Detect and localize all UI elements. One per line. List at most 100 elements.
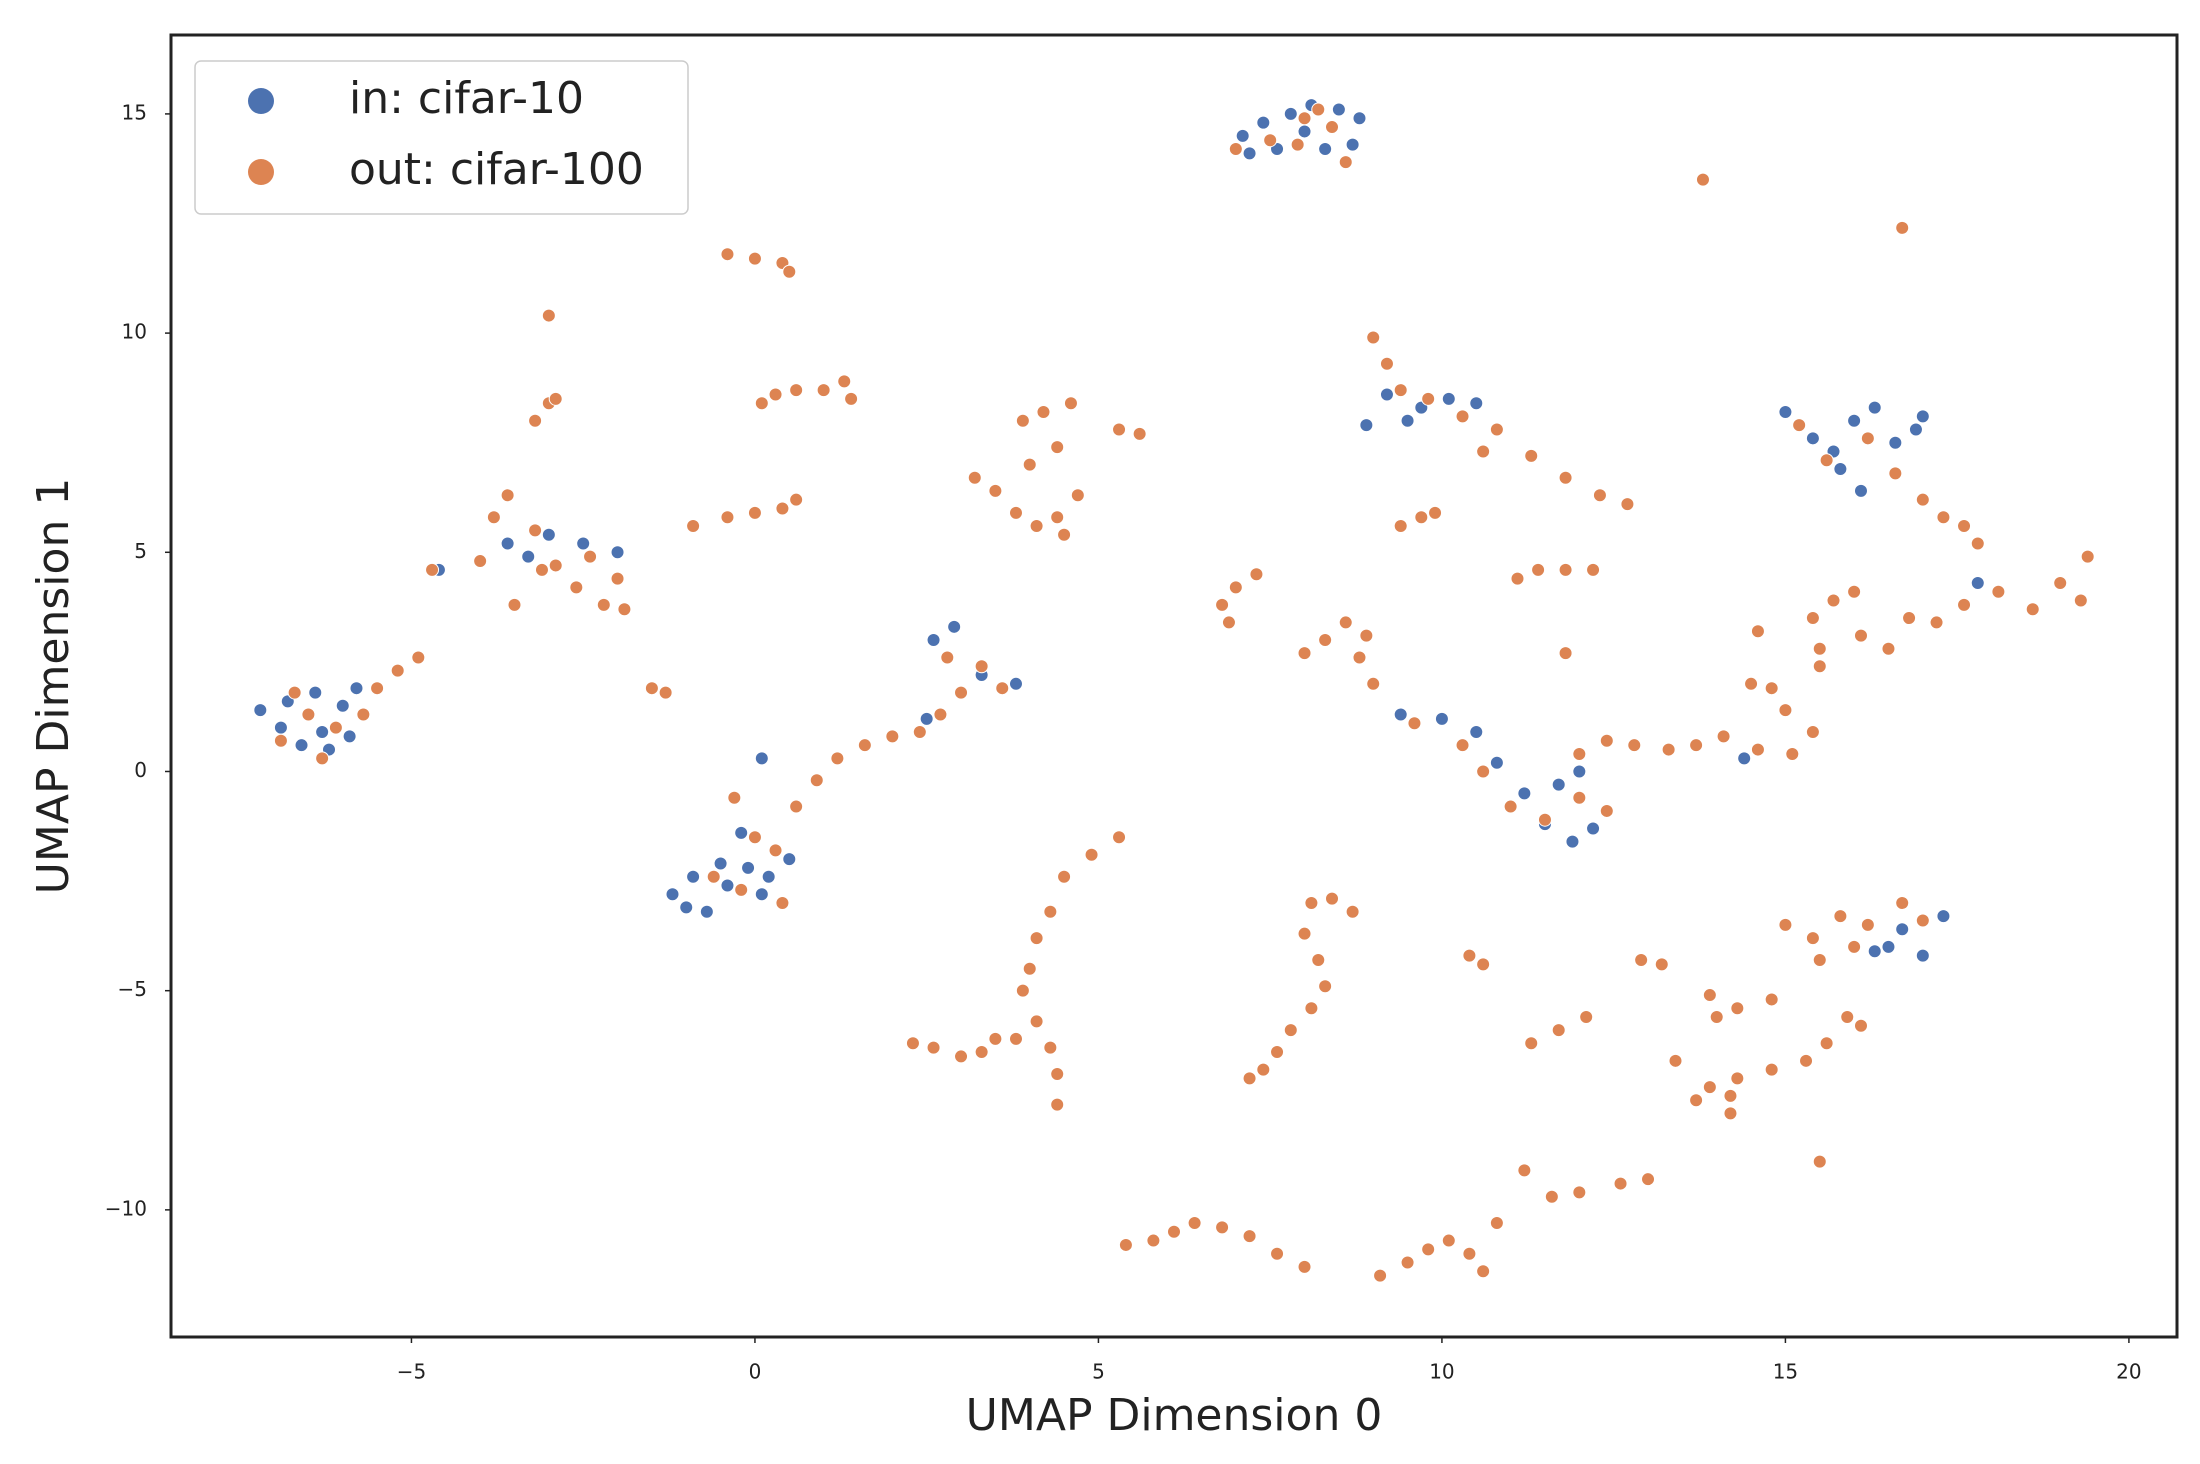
point xyxy=(1318,979,1333,994)
point xyxy=(974,659,989,674)
point xyxy=(1297,926,1312,941)
point xyxy=(1805,725,1820,740)
point xyxy=(1489,755,1504,770)
point xyxy=(837,374,852,389)
x-tick-label: 0 xyxy=(749,1360,762,1384)
point xyxy=(1036,405,1051,420)
point xyxy=(1318,632,1333,647)
point xyxy=(1242,1071,1257,1086)
point xyxy=(1620,497,1635,512)
point xyxy=(1654,957,1669,972)
y-tick-label: −10 xyxy=(105,1196,147,1220)
point xyxy=(1373,1268,1388,1283)
point xyxy=(919,711,934,726)
point xyxy=(1242,1229,1257,1244)
point xyxy=(1331,102,1346,117)
point xyxy=(1812,1154,1827,1169)
point xyxy=(1853,628,1868,643)
point xyxy=(583,549,598,564)
point xyxy=(349,681,364,696)
point xyxy=(1297,111,1312,126)
point xyxy=(1957,597,1972,612)
point xyxy=(1537,812,1552,827)
point xyxy=(665,887,680,902)
point xyxy=(1270,1045,1285,1060)
point xyxy=(789,799,804,814)
point xyxy=(1235,128,1250,143)
point xyxy=(699,904,714,919)
x-tick-label: 5 xyxy=(1092,1360,1105,1384)
point xyxy=(1695,172,1710,187)
point xyxy=(2080,549,2095,564)
legend: in: cifar-10 out: cifar-100 xyxy=(194,60,689,215)
point xyxy=(576,536,591,551)
point xyxy=(905,1036,920,1051)
point xyxy=(1221,615,1236,630)
point xyxy=(308,685,323,700)
point xyxy=(1118,1237,1133,1252)
point xyxy=(1421,1242,1436,1257)
point xyxy=(1750,742,1765,757)
point xyxy=(1908,422,1923,437)
point xyxy=(1812,659,1827,674)
point xyxy=(1029,1014,1044,1029)
point xyxy=(754,887,769,902)
point xyxy=(747,505,762,520)
point xyxy=(1936,909,1951,924)
point xyxy=(789,383,804,398)
point xyxy=(789,492,804,507)
point xyxy=(1057,869,1072,884)
point xyxy=(1881,641,1896,656)
point xyxy=(734,825,749,840)
point xyxy=(1579,1009,1594,1024)
point xyxy=(2073,593,2088,608)
point xyxy=(1015,983,1030,998)
legend-marker xyxy=(248,88,274,114)
point xyxy=(1050,1097,1065,1112)
point xyxy=(1970,575,1985,590)
point xyxy=(1215,1220,1230,1235)
point xyxy=(1256,1062,1271,1077)
point xyxy=(1325,891,1340,906)
point xyxy=(926,1040,941,1055)
point xyxy=(816,383,831,398)
x-tick-label: −5 xyxy=(397,1360,426,1384)
point xyxy=(1895,896,1910,910)
point xyxy=(1785,746,1800,761)
point xyxy=(1613,1176,1628,1191)
point xyxy=(1112,830,1127,845)
point xyxy=(1084,847,1099,862)
point xyxy=(1352,650,1367,665)
point xyxy=(425,562,440,577)
point xyxy=(1469,396,1484,411)
point xyxy=(1338,615,1353,630)
point xyxy=(1702,1080,1717,1095)
point xyxy=(1063,396,1078,411)
point xyxy=(534,562,549,577)
point xyxy=(521,549,536,564)
point xyxy=(1558,646,1573,661)
point xyxy=(1853,1018,1868,1033)
point xyxy=(1167,1224,1181,1239)
point xyxy=(1847,413,1862,428)
point xyxy=(1476,764,1491,779)
point xyxy=(1730,1071,1745,1086)
point xyxy=(1304,896,1319,910)
point xyxy=(1778,917,1793,932)
point xyxy=(1888,466,1903,481)
point xyxy=(1860,917,1875,932)
point xyxy=(301,707,316,722)
point xyxy=(1991,584,2006,599)
point xyxy=(1599,803,1614,818)
point xyxy=(1572,764,1587,779)
point xyxy=(720,247,735,262)
point xyxy=(390,663,405,678)
point xyxy=(1070,488,1085,503)
point xyxy=(1503,799,1518,814)
point xyxy=(809,773,824,788)
point xyxy=(720,510,735,525)
point xyxy=(370,681,385,696)
point xyxy=(974,1045,989,1060)
point xyxy=(1565,834,1580,849)
point xyxy=(1888,435,1903,450)
